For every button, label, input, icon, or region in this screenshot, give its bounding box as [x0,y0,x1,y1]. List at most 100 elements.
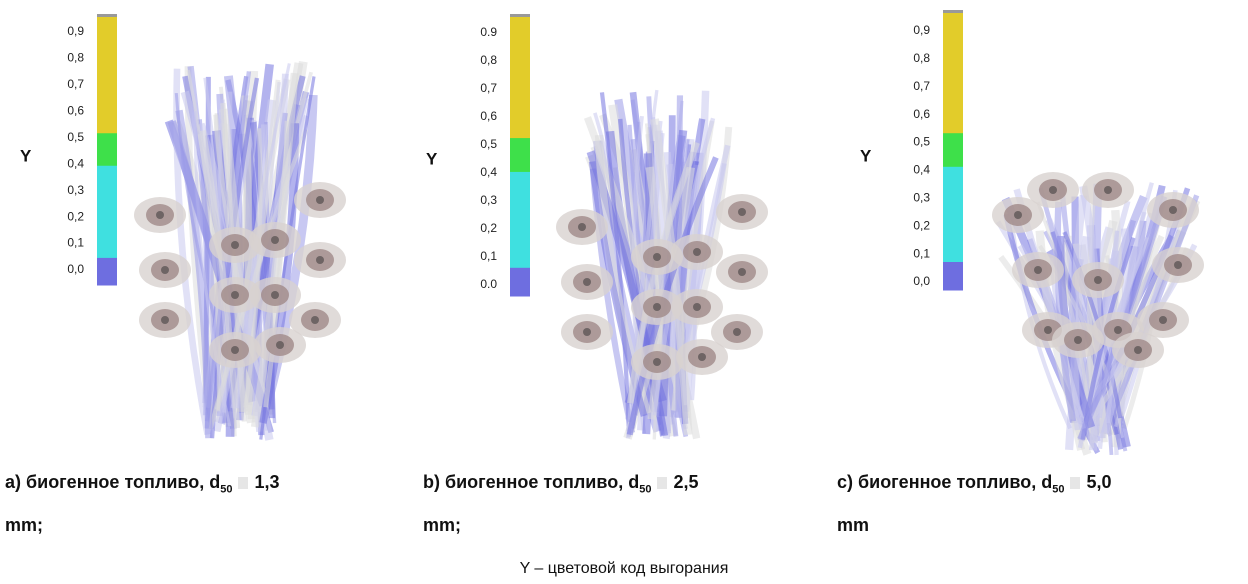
caption: b) биогенное топливо, d50 2,5 mm; [423,465,823,543]
scale-label: 0,5 [913,135,930,149]
colorbar-segment [943,10,963,134]
scale-label: 0,0 [913,274,930,288]
colorbar-segment [943,262,963,291]
plume [992,172,1204,456]
caption-subscript: 50 [639,483,652,496]
scale-label: 0,8 [67,51,84,65]
colorbar-segment [97,133,117,167]
particle [161,316,169,324]
scale-label: 0,8 [480,53,497,67]
scale-label: 0,2 [913,218,930,232]
caption-glyph [657,477,668,489]
particle [733,328,741,336]
caption-value: 5,0 [1086,472,1112,492]
particle [1044,326,1052,334]
scale-label: 0,6 [67,104,84,118]
particle [698,353,706,361]
scale-label: 0,4 [67,156,84,170]
scale-label: 0,1 [913,246,930,260]
particle [316,196,324,204]
y-label: Y [20,146,32,165]
colorbar-segment [510,138,530,173]
scale-label: 0,5 [480,137,497,151]
streak [1105,182,1154,424]
y-label: Y [860,146,872,165]
streak [1070,194,1088,431]
colorbar-segment [943,133,963,168]
particle [653,253,661,261]
scale-label: 0,3 [67,183,84,197]
scale-label: 0,7 [67,77,84,91]
colorbar-segment [97,257,117,286]
caption: c) биогенное топливо, d50 5,0 mm [837,465,1237,543]
colorbar-segment [510,14,530,139]
scale-label: 0,2 [67,209,84,223]
particle [271,291,279,299]
caption-value: 2,5 [673,472,699,492]
particle [161,266,169,274]
colorbar-segment [97,14,117,134]
scale-label: 0.9 [480,25,497,39]
scale-label: 0,3 [480,193,497,207]
scale-label: 0,1 [480,249,497,263]
caption-label: c) биогенное топливо, d [837,472,1053,492]
particle [583,328,591,336]
particle [693,248,701,256]
scale-label: 0,6 [480,109,497,123]
scale-label: 0,4 [913,163,930,177]
particle [693,303,701,311]
footer: Y – цветовой код выгорания [519,560,729,577]
streak [650,118,693,435]
plume [556,89,768,440]
particle [276,341,284,349]
caption-unit: mm [837,514,870,535]
caption-glyph [1070,477,1081,489]
scale-label: 0.0 [480,277,497,291]
scale-label: 0,7 [480,81,497,95]
colorbar-segment [943,166,963,263]
particle [231,241,239,249]
particle [1134,346,1142,354]
plume [134,60,346,441]
particle [583,278,591,286]
particle [1174,261,1182,269]
particle [1034,266,1042,274]
particle [1104,186,1112,194]
scale-label: 0,9 [67,24,84,38]
streak [1054,201,1077,422]
particle [156,211,164,219]
particle [231,346,239,354]
colorbar-cap [510,14,530,17]
caption-subscript: 50 [220,483,233,496]
particle [311,316,319,324]
particle [271,236,279,244]
scale-label: 0,6 [913,107,930,121]
particle [1094,276,1102,284]
scale-label: 0,2 [480,221,497,235]
particle [1014,211,1022,219]
colorbar-segment [510,267,530,297]
colorbar-cap [97,14,117,17]
caption-subscript: 50 [1052,483,1065,496]
caption-unit: mm; [5,514,44,535]
colorbar-segment [97,165,117,259]
scale-label: 0,3 [913,191,930,205]
colorbar-cap [943,10,963,13]
scale-label: 0,7 [913,79,930,93]
scale-label: 0,9 [913,23,930,37]
scale-label: 0,0 [67,262,84,276]
scale-label: 0,4 [480,165,497,179]
particle [738,208,746,216]
particle [231,291,239,299]
particle [738,268,746,276]
streak [599,92,632,437]
scale-label: 0,5 [67,130,84,144]
particle [1114,326,1122,334]
particle [316,256,324,264]
y-label: Y [426,149,438,168]
particle [578,223,586,231]
particle [1169,206,1177,214]
streak [243,128,263,408]
